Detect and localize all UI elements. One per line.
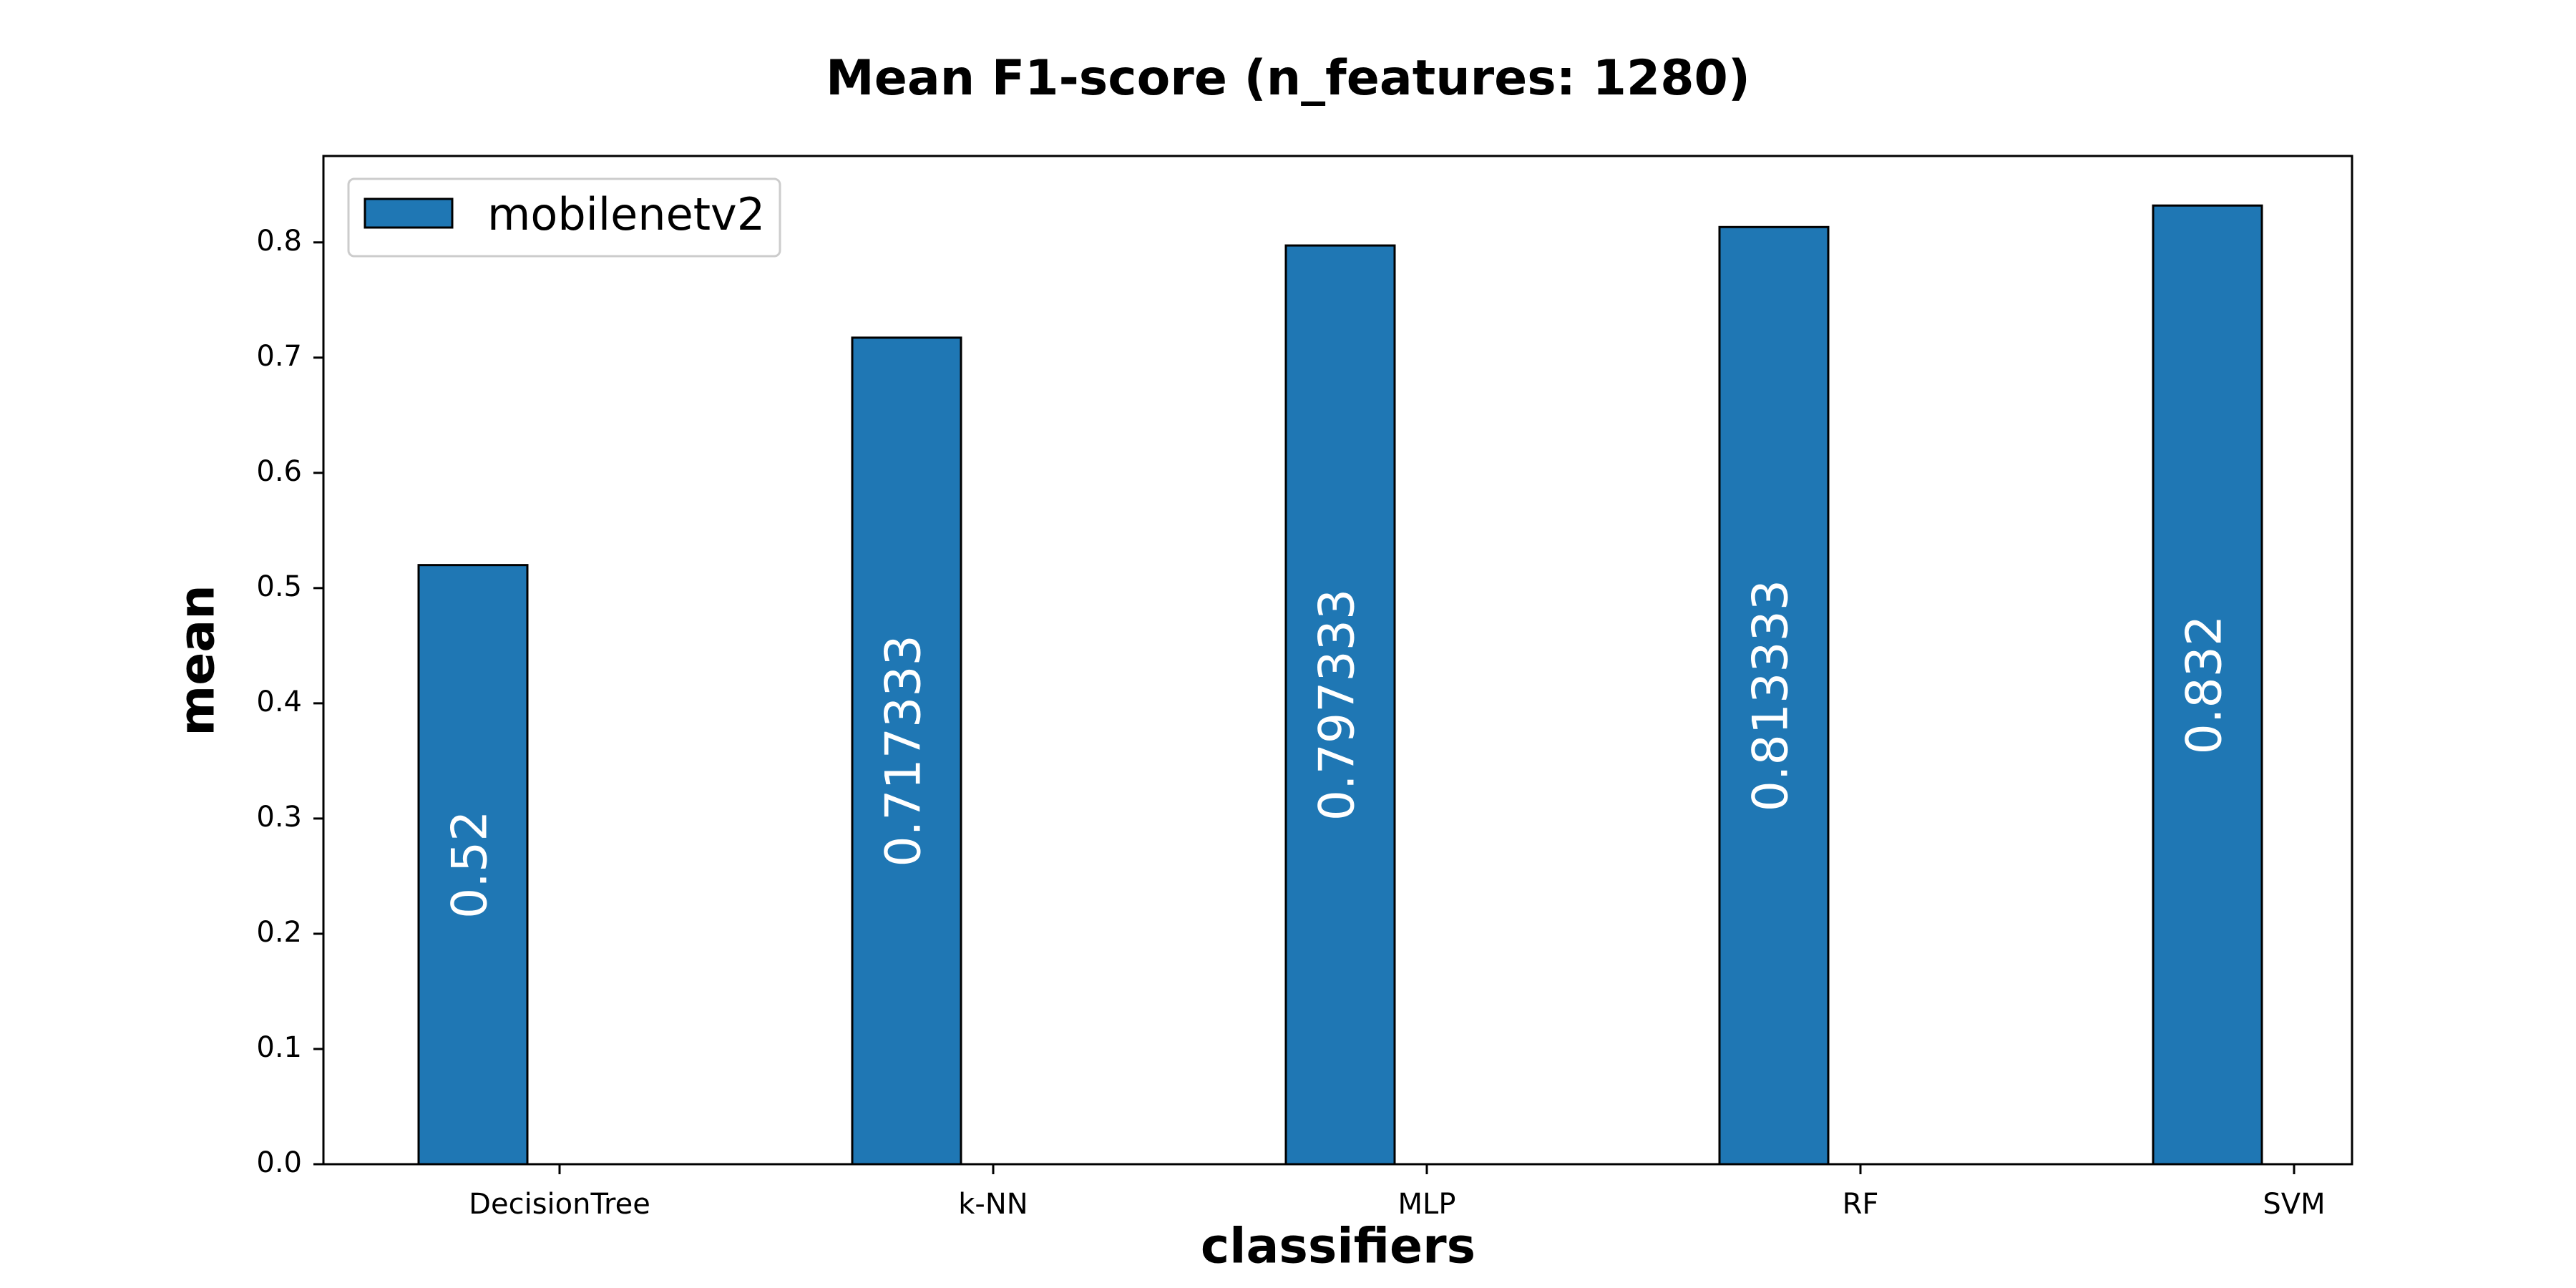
x-tick-label: RF [1843, 1188, 1879, 1221]
bar-data-label: 0.52 [442, 811, 499, 919]
x-tick-label: SVM [2263, 1188, 2325, 1221]
data-labels: 0.52 0.717333 0.797333 0.813333 0.832 [442, 580, 2233, 919]
bar-data-label: 0.832 [2177, 615, 2233, 755]
bar [1284, 244, 1396, 1166]
x-axis-ticks: DecisionTree k-NN MLP RF SVM [469, 1164, 2326, 1221]
y-tick-label: 0.3 [256, 801, 302, 834]
legend-label: mobilenetv2 [487, 188, 765, 240]
bar-data-label: 0.797333 [1309, 589, 1366, 821]
y-tick-label: 0.1 [256, 1031, 302, 1064]
y-tick-label: 0.0 [256, 1146, 302, 1179]
x-axis-label: classifiers [1201, 1219, 1475, 1275]
x-tick-label: k-NN [958, 1188, 1028, 1221]
bar [417, 564, 529, 1166]
bar-data-label: 0.717333 [876, 635, 932, 867]
chart-title: Mean F1-score (n_features: 1280) [826, 50, 1750, 107]
legend: mobilenetv2 [347, 177, 781, 258]
bar-series [417, 204, 2263, 1166]
y-axis-label: mean [170, 585, 226, 736]
y-tick-label: 0.6 [256, 455, 302, 488]
bar-data-label: 0.813333 [1743, 580, 1800, 811]
bar [851, 336, 962, 1166]
legend-swatch [364, 197, 454, 229]
legend-box [347, 177, 781, 258]
y-axis-ticks: 0.0 0.1 0.2 0.3 0.4 0.5 0.6 0.7 0.8 [256, 225, 323, 1179]
x-tick-label: MLP [1398, 1188, 1456, 1221]
bar [1718, 225, 1830, 1166]
y-tick-label: 0.2 [256, 916, 302, 949]
x-tick-label: DecisionTree [469, 1188, 650, 1221]
y-tick-label: 0.4 [256, 686, 302, 718]
y-tick-label: 0.8 [256, 225, 302, 258]
y-tick-label: 0.7 [256, 340, 302, 373]
bar [2152, 204, 2263, 1166]
y-tick-label: 0.5 [256, 570, 302, 603]
